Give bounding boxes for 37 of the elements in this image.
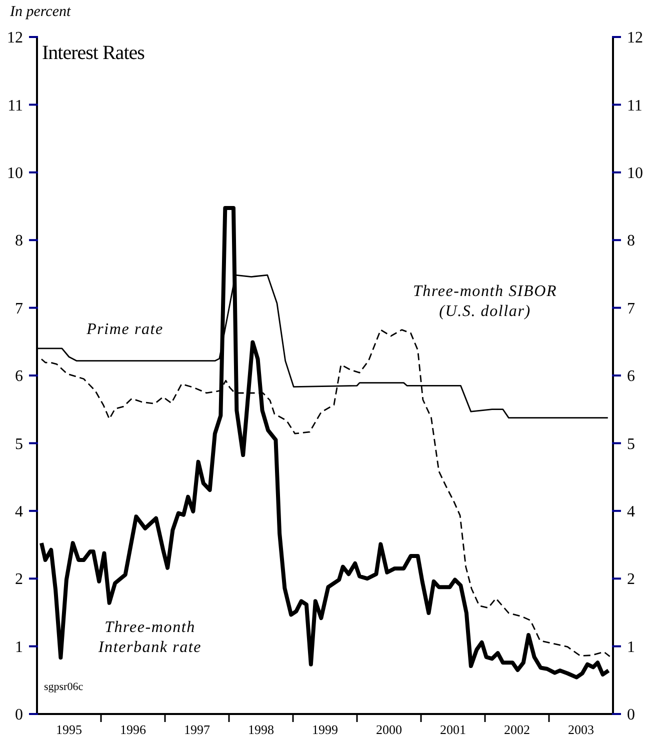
- series-label: Three-month SIBOR (U.S. dollar): [412, 283, 558, 320]
- y2-tick-label: 10: [627, 165, 643, 182]
- x-tick-label: 1997: [184, 722, 210, 737]
- x-tick-label: 1999: [312, 722, 338, 737]
- y-axis-title: In percent: [10, 4, 71, 21]
- x-tick-label: 2000: [376, 722, 402, 737]
- x-tick-label: 2003: [568, 722, 594, 737]
- y2-tick-label: 5: [627, 436, 635, 453]
- y-tick-label: 4: [15, 504, 23, 520]
- y2-tick-label: 7: [627, 300, 635, 318]
- y2-tick-label: 12: [627, 30, 643, 47]
- x-tick-label: 1996: [120, 722, 146, 737]
- y-tick-label: 10: [7, 165, 23, 182]
- y-tick-label: 2: [15, 571, 23, 588]
- x-tick-label: 2001: [440, 722, 466, 737]
- y-tick-label: 0: [15, 706, 23, 724]
- y2-tick-label: 11: [627, 97, 642, 114]
- y-tick-label: 1: [15, 638, 23, 656]
- y2-tick-label: 8: [627, 232, 635, 250]
- series-label: Three-month Interbank rate: [97, 619, 202, 656]
- y-tick-label: 5: [15, 436, 23, 453]
- x-tick-label: 1998: [248, 722, 274, 737]
- y-tick-label: 8: [15, 232, 23, 250]
- y-tick-label: 11: [8, 97, 23, 114]
- y2-tick-label: 1: [627, 638, 635, 656]
- series-label: Prime rate: [86, 321, 164, 338]
- y-tick-label: 6: [15, 368, 23, 386]
- annotation: sgpsr06c: [44, 681, 84, 693]
- y2-tick-label: 4: [627, 504, 635, 520]
- y-tick-label: 12: [7, 30, 23, 47]
- y2-tick-label: 0: [627, 706, 635, 724]
- y2-tick-label: 6: [627, 368, 635, 386]
- x-tick-label: 1995: [56, 722, 82, 737]
- y-tick-label: 7: [15, 300, 23, 318]
- x-tick-label: 2002: [504, 722, 530, 737]
- chart-title: Interest Rates: [42, 42, 144, 65]
- y2-tick-label: 2: [627, 571, 635, 588]
